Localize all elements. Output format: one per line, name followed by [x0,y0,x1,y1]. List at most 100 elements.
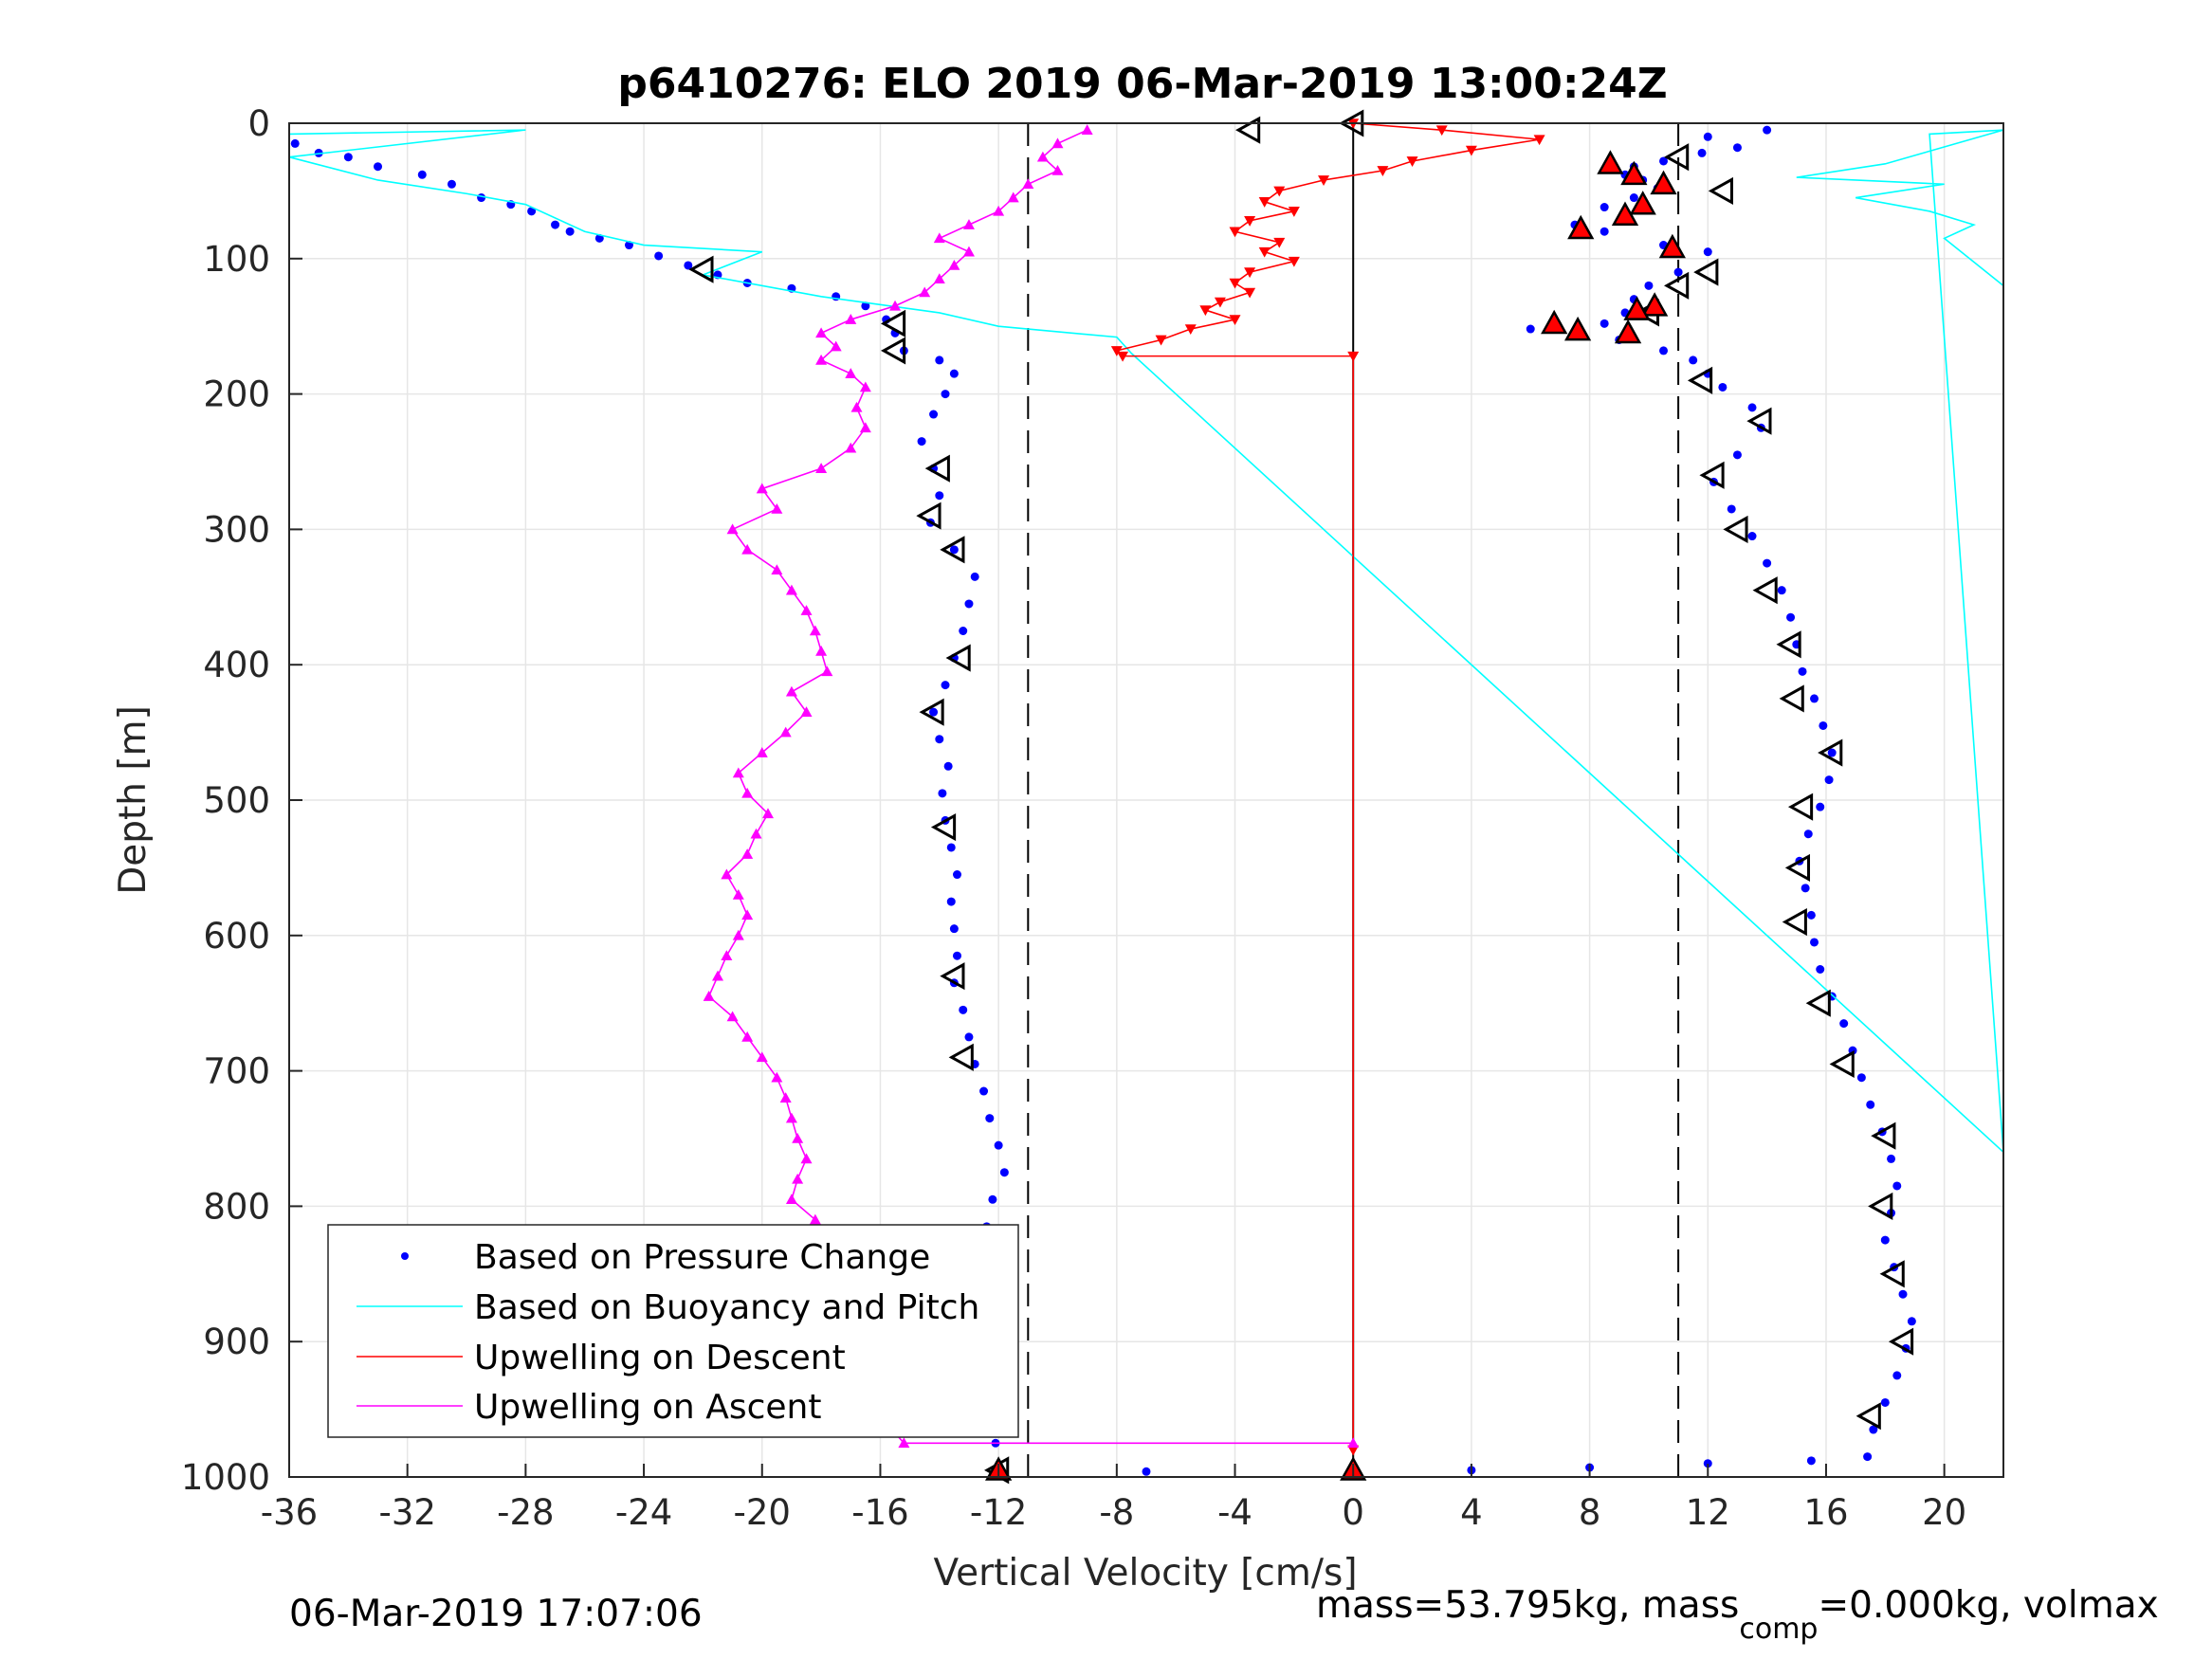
series-3-marker-51 [741,1030,754,1042]
series-3-marker-59 [785,1194,797,1205]
series-2-marker-11 [1229,227,1241,238]
red-up-marker-10 [1563,316,1592,341]
series-0-point-97 [1718,382,1728,392]
y-tick-label-6: 600 [203,916,270,957]
series-0-point-124 [1866,1100,1875,1109]
series-0-point-38 [935,735,944,744]
legend-entry-1: Based on Buoyancy and Pitch [356,1288,979,1327]
series-0-point-87 [1673,267,1683,277]
series-3-marker-7 [962,219,975,229]
red-up-marker-2 [1650,170,1677,195]
series-3-marker-57 [800,1153,813,1164]
series-3-marker-44 [732,888,744,900]
series-0-point-48 [959,1005,968,1014]
x-tick-label-0: -36 [261,1492,318,1533]
start-marker-17 [1693,258,1719,286]
series-0-point-34 [959,627,968,635]
legend-label-0: Based on Pressure Change [474,1238,930,1277]
series-3-marker-13 [889,300,902,311]
series-0-point-103 [1747,532,1757,541]
series-0-point-5 [447,179,456,189]
y-tick-label-2: 200 [203,374,270,415]
red-up-marker-6 [1658,233,1686,259]
series-3-marker-21 [859,422,871,433]
start-marker-29 [1784,853,1811,882]
series-3-marker-6 [993,205,1005,216]
start-marker-35 [1879,1260,1905,1288]
series-0-point-95 [1689,356,1698,365]
series-0-point-45 [949,924,959,934]
series-0-point-0 [290,138,300,148]
series-0-point-6 [477,193,486,203]
series-2-marker-20 [1229,315,1241,326]
series-3-marker-71 [898,1437,910,1449]
series-3-marker-39 [741,787,754,798]
series-0-point-19 [861,301,870,311]
series-2-marker-9 [1288,207,1300,217]
chart-title: p6410276: ELO 2019 06-Mar-2019 13:00:24Z [617,60,1667,108]
start-marker-1 [880,309,906,337]
y-tick-label-4: 400 [203,645,270,685]
series-2-marker-13 [1258,246,1271,258]
footer-mass-post: =0.000kg, volmax [1818,1584,2158,1627]
series-2 [1110,118,1545,1456]
legend-label-3: Upwelling on Ascent [474,1388,821,1427]
series-2-marker-18 [1214,297,1226,308]
start-marker-22 [1699,461,1725,489]
series-3-marker-55 [785,1112,797,1123]
series-2-marker-7 [1273,186,1286,197]
series-3-marker-33 [821,665,833,677]
start-marker-6 [945,644,971,672]
series-0-point-110 [1819,720,1828,730]
red-up-marker-8 [1623,296,1651,320]
series-3-marker-37 [756,747,768,757]
start-marker-3 [924,454,950,483]
series-3-marker-27 [741,543,754,555]
series-0-point-2 [343,153,353,162]
red-up-marker-9 [1541,309,1568,335]
series-3-marker-32 [815,645,828,656]
footer-mass-sub: comp [1739,1613,1818,1646]
series-3-marker-20 [850,401,863,412]
series-0-point-109 [1809,694,1819,703]
series-3-marker-17 [815,354,828,365]
series-0-point-43 [952,870,961,880]
start-marker-26 [1779,684,1804,713]
legend: Based on Pressure Change Based on Buoyan… [327,1224,1019,1438]
series-0-point-29 [935,491,944,501]
legend-entry-3: Upwelling on Ascent [356,1388,821,1427]
x-axis-label: Vertical Velocity [cm/s] [933,1552,1357,1595]
series-0-point-32 [970,572,979,581]
x-axis-ticks: -36 -32 -28 -24 -20 -16 -12 -8 -4 0 4 8 12 16 20 [261,1464,1966,1533]
series-0-point-113 [1816,802,1825,811]
series-3-marker-53 [771,1071,783,1083]
series-3-marker-8 [933,232,945,244]
x-tick-label-5: -16 [851,1492,908,1533]
red-up-marker-7 [1641,292,1669,317]
series-0-point-92 [1526,324,1535,334]
series-2-marker-19 [1199,305,1212,317]
series-0-point-14 [684,261,693,270]
series-0-point-114 [1803,830,1813,839]
start-marker-4 [916,501,941,530]
series-0-point-86 [1703,247,1712,257]
series-3-marker-23 [815,463,828,473]
series-0-point-9 [551,220,560,229]
series-3-marker-29 [785,584,797,595]
x-tick-label-4: -20 [734,1492,791,1533]
series-0-point-129 [1880,1235,1890,1245]
y-axis-ticks: 0 100 200 300 400 500 600 700 800 900 1000 [181,103,302,1498]
red-up-marker-0 [1597,150,1624,174]
series-0-point-135 [1880,1397,1890,1407]
y-tick-label-9: 900 [203,1322,270,1362]
series-2-marker-22 [1155,335,1167,346]
series-0-point-76 [1659,156,1669,166]
y-axis-label: Depth [m] [112,705,155,895]
x-tick-label-11: 8 [1579,1492,1601,1533]
series-3-marker-0 [1081,124,1093,135]
series-0-point-102 [1727,504,1736,514]
series-3-marker-18 [845,368,857,378]
series-3-marker-36 [779,726,792,738]
series-3-marker-9 [962,246,975,257]
